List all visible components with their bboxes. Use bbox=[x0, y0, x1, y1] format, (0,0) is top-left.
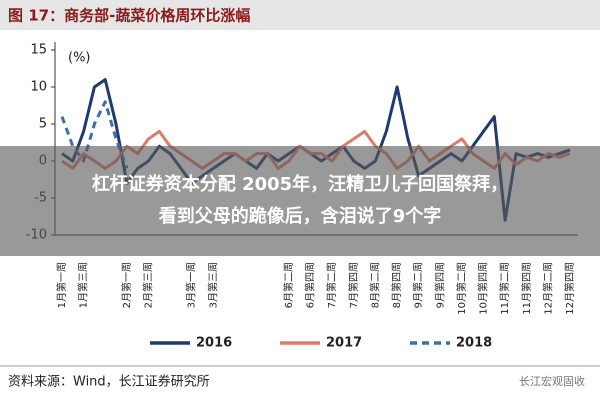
banner-bg bbox=[0, 146, 600, 256]
x-tick-label: 3月第三周 bbox=[206, 262, 219, 308]
x-tick-label: 3月第一周 bbox=[185, 262, 198, 308]
legend-label: 2016 bbox=[196, 336, 232, 351]
x-tick-label: 6月第四周 bbox=[304, 262, 317, 308]
legend-label: 2017 bbox=[326, 336, 362, 351]
x-tick-label: 9月第二周 bbox=[412, 262, 425, 308]
source: 资料来源：Wind，长江证券研究所 bbox=[8, 374, 210, 390]
x-tick-label: 1月第一周 bbox=[55, 262, 68, 308]
x-tick-label: 9月第四周 bbox=[433, 262, 446, 308]
x-tick-label: 12月第四周 bbox=[563, 262, 576, 315]
x-tick-label: 11月第二周 bbox=[498, 262, 511, 315]
x-tick-label: 2月第一周 bbox=[120, 262, 133, 308]
y-axis-label: (%) bbox=[68, 51, 91, 66]
x-tick-label: 6月第二周 bbox=[282, 262, 295, 308]
x-tick-label: 8月第二周 bbox=[368, 262, 381, 308]
y-tick-label: 15 bbox=[30, 43, 47, 58]
x-tick-label: 2月第三周 bbox=[141, 262, 154, 308]
x-tick-label: 8月第四周 bbox=[390, 262, 403, 308]
x-tick-label: 10月第二周 bbox=[455, 262, 468, 315]
title-bar bbox=[0, 0, 600, 30]
x-tick-label: 11月第四周 bbox=[520, 262, 533, 315]
y-tick-label: 5 bbox=[39, 117, 47, 132]
banner-line: 杠杆证券资本分配 2005年，汪精卫儿子回国祭拜， bbox=[92, 173, 508, 195]
x-tick-label: 7月第四周 bbox=[347, 262, 360, 308]
y-tick-label: 10 bbox=[30, 80, 47, 95]
x-tick-label: 10月第四周 bbox=[477, 262, 490, 315]
chart-title: 图 17：商务部-蔬菜价格周环比涨幅 bbox=[8, 7, 250, 25]
x-tick-label: 12月第二周 bbox=[541, 262, 554, 315]
x-tick-label: 7月第二周 bbox=[325, 262, 338, 308]
x-tick-label: 1月第三周 bbox=[77, 262, 90, 308]
legend-label: 2018 bbox=[456, 336, 492, 351]
series-line bbox=[60, 100, 129, 169]
banner-line: 看到父母的跪像后，含泪说了9个字 bbox=[158, 205, 442, 227]
watermark: 长江宏观固收 bbox=[519, 374, 585, 388]
